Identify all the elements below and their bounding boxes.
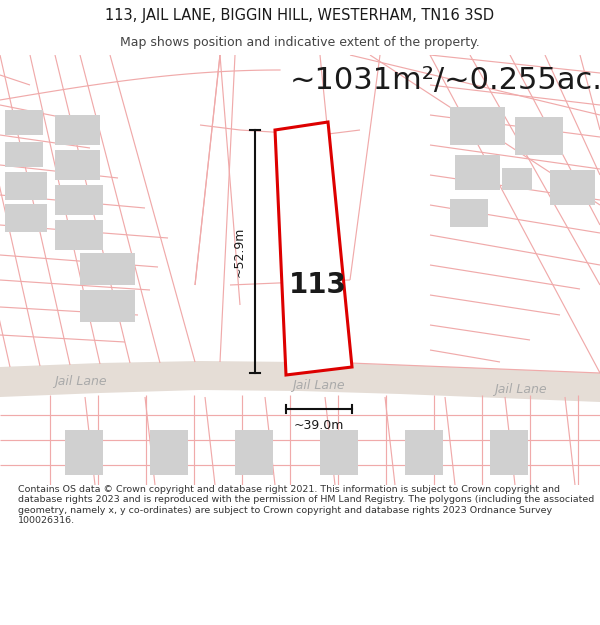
Text: ~52.9m: ~52.9m (233, 226, 246, 277)
Text: ~1031m²/~0.255ac.: ~1031m²/~0.255ac. (290, 66, 600, 94)
Text: Map shows position and indicative extent of the property.: Map shows position and indicative extent… (120, 36, 480, 49)
Bar (450, 199, 488, 227)
Polygon shape (0, 361, 600, 402)
Text: 113, JAIL LANE, BIGGIN HILL, WESTERHAM, TN16 3SD: 113, JAIL LANE, BIGGIN HILL, WESTERHAM, … (106, 8, 494, 23)
Bar (55, 150, 100, 180)
Bar (5, 172, 47, 200)
Bar (150, 430, 188, 475)
Text: Jail Lane: Jail Lane (53, 376, 106, 389)
Bar (235, 430, 273, 475)
Bar (5, 110, 43, 135)
Bar (80, 253, 135, 285)
Bar (55, 115, 100, 145)
Bar (455, 155, 500, 190)
Bar (80, 290, 135, 322)
Text: 113: 113 (289, 271, 347, 299)
Bar (320, 430, 358, 475)
Text: Contains OS data © Crown copyright and database right 2021. This information is : Contains OS data © Crown copyright and d… (18, 485, 594, 525)
Bar (405, 430, 443, 475)
Text: Jail Lane: Jail Lane (494, 382, 547, 396)
Bar (515, 117, 563, 155)
Bar (65, 430, 103, 475)
Bar (490, 430, 528, 475)
Text: Jail Lane: Jail Lane (292, 379, 344, 391)
Text: ~39.0m: ~39.0m (294, 419, 344, 432)
Bar (55, 185, 103, 215)
Bar (550, 170, 595, 205)
Bar (5, 142, 43, 167)
Bar (55, 220, 103, 250)
Bar (450, 107, 505, 145)
Bar (5, 204, 47, 232)
Bar (502, 168, 532, 190)
Polygon shape (275, 122, 352, 375)
